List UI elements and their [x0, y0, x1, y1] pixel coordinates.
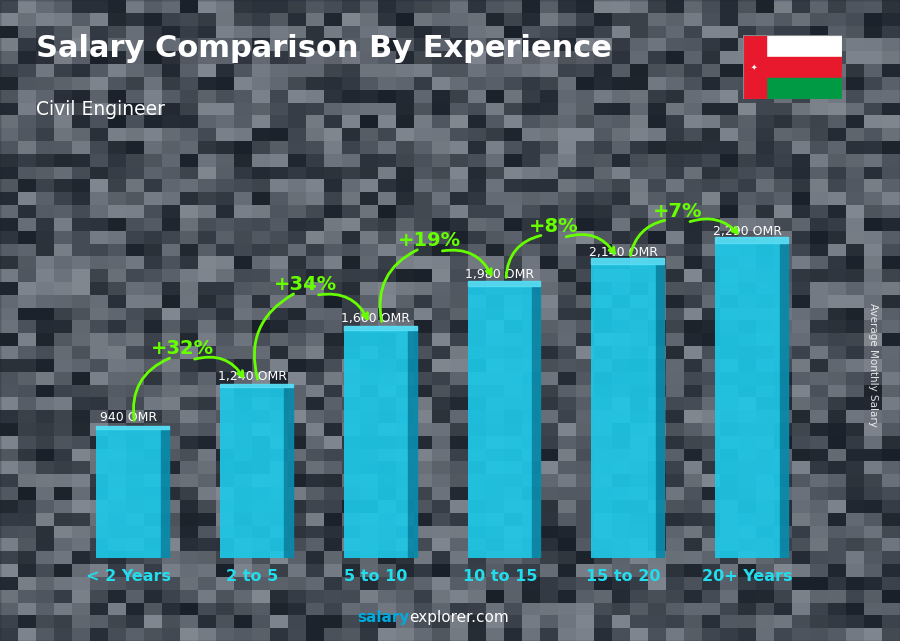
- Bar: [591, 258, 664, 263]
- Bar: [779, 243, 788, 558]
- Bar: [284, 387, 292, 558]
- Bar: [344, 329, 409, 558]
- Bar: [742, 35, 842, 56]
- Text: 940 OMR: 940 OMR: [100, 411, 157, 424]
- Text: Average Monthly Salary: Average Monthly Salary: [868, 303, 878, 428]
- Bar: [591, 263, 656, 558]
- Text: 2,140 OMR: 2,140 OMR: [590, 246, 658, 259]
- Text: 1,660 OMR: 1,660 OMR: [341, 312, 410, 325]
- Text: Civil Engineer: Civil Engineer: [36, 100, 165, 119]
- Text: 1,240 OMR: 1,240 OMR: [218, 370, 286, 383]
- Bar: [160, 429, 169, 558]
- Bar: [409, 329, 417, 558]
- Bar: [656, 263, 664, 558]
- Text: +32%: +32%: [150, 339, 213, 358]
- Bar: [220, 387, 284, 558]
- Bar: [96, 426, 169, 429]
- Bar: [468, 281, 540, 286]
- Bar: [468, 286, 532, 558]
- Bar: [716, 237, 788, 243]
- Bar: [742, 35, 766, 99]
- Text: +7%: +7%: [652, 202, 702, 221]
- Text: +19%: +19%: [398, 231, 462, 250]
- Bar: [532, 286, 540, 558]
- Bar: [344, 326, 417, 329]
- Bar: [220, 385, 292, 387]
- Bar: [742, 78, 842, 99]
- Bar: [96, 429, 160, 558]
- Text: +8%: +8%: [529, 217, 579, 236]
- Text: ✦: ✦: [752, 63, 758, 72]
- Text: Salary Comparison By Experience: Salary Comparison By Experience: [36, 34, 612, 63]
- Text: explorer.com: explorer.com: [410, 610, 509, 625]
- Bar: [742, 56, 842, 78]
- Text: +34%: +34%: [274, 275, 338, 294]
- Text: 1,980 OMR: 1,980 OMR: [465, 268, 535, 281]
- Text: 2,290 OMR: 2,290 OMR: [713, 226, 782, 238]
- Bar: [716, 243, 779, 558]
- Text: salary: salary: [357, 610, 410, 625]
